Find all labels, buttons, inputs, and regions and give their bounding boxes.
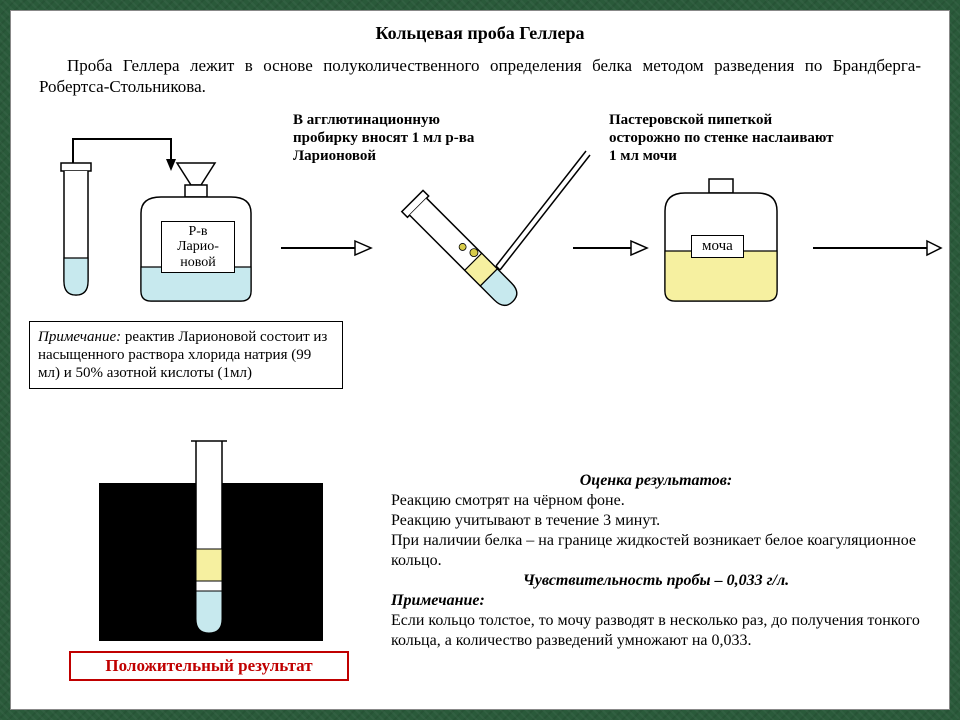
urine-bottle-label: моча bbox=[691, 235, 744, 258]
arrow-3-icon bbox=[811, 233, 941, 263]
tilted-tube-icon bbox=[381, 151, 591, 351]
evaluation-block: Оценка результатов: Реакцию смотрят на ч… bbox=[391, 471, 921, 651]
diagram-page: Кольцевая проба Геллера Проба Геллера ле… bbox=[10, 10, 950, 710]
arrow-2-icon bbox=[571, 233, 651, 263]
positive-result-label: Положительный результат bbox=[69, 651, 349, 681]
bottle-label-l1: Р-в bbox=[166, 224, 230, 239]
bottle-label-l3: новой bbox=[166, 255, 230, 270]
result-apparatus-icon bbox=[81, 441, 341, 651]
test-tube-1-icon bbox=[53, 163, 103, 313]
eval-line-3: При наличии белка – на границе жидкостей… bbox=[391, 531, 921, 571]
eval-sensitivity: Чувствительность пробы – 0,033 г/л. bbox=[391, 571, 921, 591]
step3-caption: Пастеровской пипеткой осторожно по стенк… bbox=[609, 111, 839, 165]
reagent-bottle-label: Р-в Ларио- новой bbox=[161, 221, 235, 273]
eval-title: Оценка результатов: bbox=[391, 471, 921, 491]
eval-note-title: Примечание: bbox=[391, 591, 921, 611]
intro-text: Проба Геллера лежит в основе полуколичес… bbox=[39, 55, 921, 98]
eval-note-body: Если кольцо толстое, то мочу разводят в … bbox=[391, 611, 921, 651]
eval-line-1: Реакцию смотрят на чёрном фоне. bbox=[391, 491, 921, 511]
page-title: Кольцевая проба Геллера bbox=[11, 23, 949, 44]
arrow-1-icon bbox=[279, 233, 374, 263]
note-title: Примечание: bbox=[38, 329, 121, 345]
reagent-note: Примечание: реактив Ларионовой состоит и… bbox=[29, 321, 343, 389]
bottle-label-l2: Ларио- bbox=[166, 239, 230, 254]
eval-line-2: Реакцию учитывают в течение 3 минут. bbox=[391, 511, 921, 531]
